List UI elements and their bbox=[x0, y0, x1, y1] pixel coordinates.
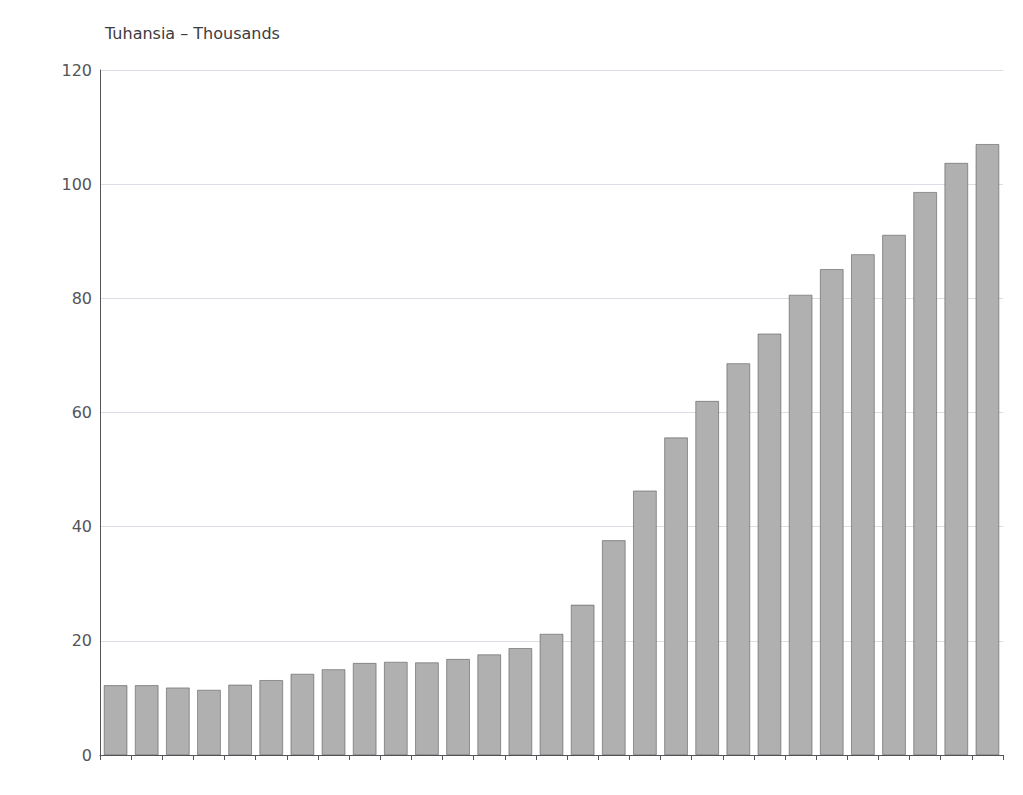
svg-text:20: 20 bbox=[72, 631, 92, 650]
svg-text:60: 60 bbox=[72, 403, 92, 422]
svg-text:40: 40 bbox=[72, 517, 92, 536]
svg-text:120: 120 bbox=[61, 61, 92, 80]
svg-text:100: 100 bbox=[61, 175, 92, 194]
svg-text:Tuhansia – Thousands: Tuhansia – Thousands bbox=[104, 24, 280, 43]
svg-text:80: 80 bbox=[72, 289, 92, 308]
svg-text:0: 0 bbox=[82, 746, 92, 765]
